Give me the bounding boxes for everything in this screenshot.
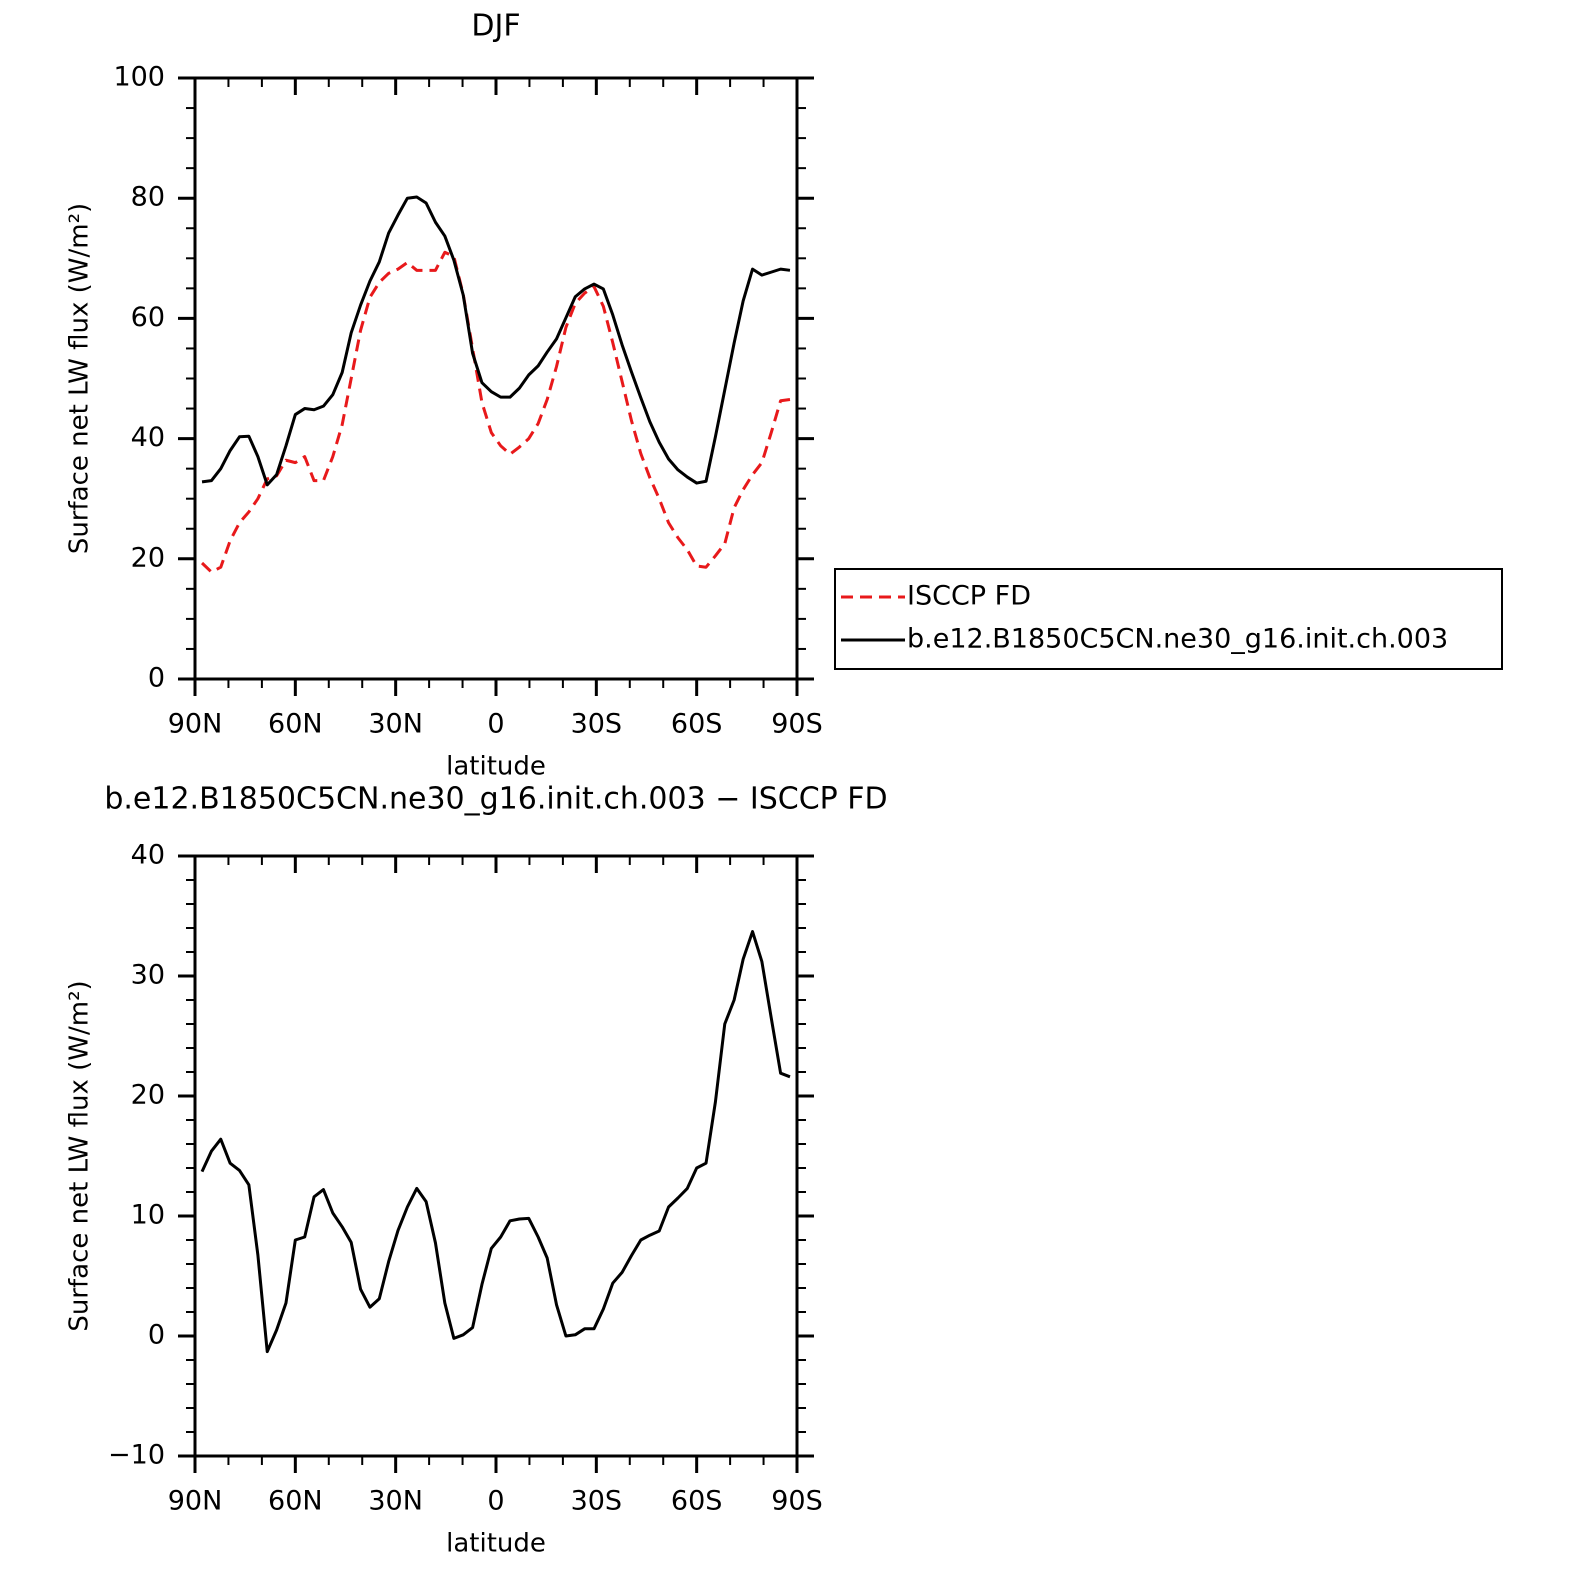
chart-title: b.e12.B1850C5CN.ne30_g16.init.ch.003 − I…	[104, 782, 887, 817]
y-tick-label: 40	[131, 422, 165, 453]
y-tick-label: 0	[148, 663, 165, 694]
data-line	[201, 195, 791, 487]
y-tick-label: 20	[131, 1080, 165, 1111]
y-tick-label: 20	[131, 542, 165, 573]
y-tick-label: 80	[131, 182, 165, 213]
y-tick-label: 60	[131, 302, 165, 333]
y-tick-label: 40	[131, 840, 165, 871]
y-axis-label: Surface net LW flux (W/m²)	[65, 980, 95, 1331]
x-tick-label: 60S	[671, 709, 723, 740]
x-tick-label: 30S	[571, 709, 623, 740]
x-tick-label: 0	[487, 709, 504, 740]
data-line	[200, 930, 791, 1354]
x-tick-label: 60N	[268, 709, 323, 740]
x-tick-label: 30S	[571, 1486, 623, 1517]
chart-title: DJF	[471, 9, 520, 44]
x-tick-label: 90S	[771, 709, 823, 740]
plot-frame	[193, 76, 799, 681]
x-axis-label: latitude	[446, 1529, 546, 1559]
y-tick-label: 100	[113, 62, 165, 93]
x-tick-label: 90S	[771, 1486, 823, 1517]
y-tick-label: 30	[131, 960, 165, 991]
y-tick-label: 10	[131, 1200, 165, 1231]
legend-label: ISCCP FD	[907, 581, 1031, 612]
x-axis-label: latitude	[446, 752, 546, 782]
x-tick-label: 90N	[168, 1486, 223, 1517]
x-tick-label: 60N	[268, 1486, 323, 1517]
x-tick-label: 30N	[368, 1486, 423, 1517]
data-line	[200, 250, 791, 574]
y-tick-label: 0	[148, 1320, 165, 1351]
y-tick-label: −10	[108, 1440, 165, 1471]
legend-label: b.e12.B1850C5CN.ne30_g16.init.ch.003	[907, 624, 1448, 655]
x-tick-label: 60S	[671, 1486, 723, 1517]
x-tick-label: 0	[487, 1486, 504, 1517]
x-tick-label: 90N	[168, 709, 223, 740]
x-tick-label: 30N	[368, 709, 423, 740]
legend-box	[834, 568, 1503, 670]
y-axis-label: Surface net LW flux (W/m²)	[65, 203, 95, 554]
